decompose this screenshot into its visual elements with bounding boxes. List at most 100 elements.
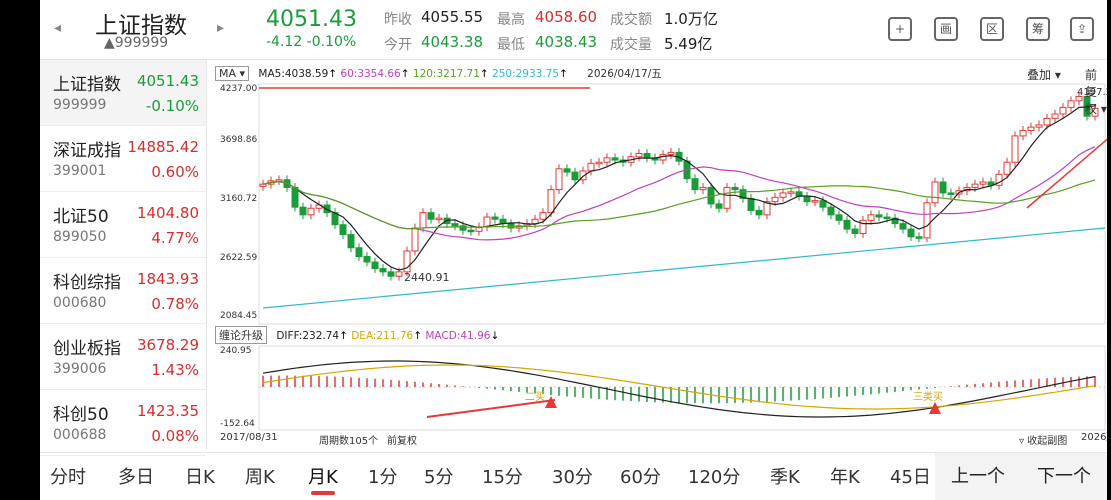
tab-0[interactable]: 分时 xyxy=(50,467,86,488)
index-pct: -0.10% xyxy=(145,97,199,115)
index-price: 4051.43 xyxy=(136,72,199,90)
y-label-top: 4237.00 xyxy=(220,84,258,94)
tab-10[interactable]: 120分 xyxy=(688,467,741,488)
macd-y-bottom: -152.64 xyxy=(220,419,255,429)
candle-body xyxy=(1019,129,1027,137)
tab-7[interactable]: 15分 xyxy=(482,467,523,488)
candle-body xyxy=(1027,126,1035,131)
tab-13[interactable]: 45日 xyxy=(890,467,931,488)
dea-legend: DEA:211.76 xyxy=(351,330,414,342)
candle-body xyxy=(1003,161,1011,175)
candle-body xyxy=(347,234,355,249)
candle-body xyxy=(1091,107,1099,117)
tab-11[interactable]: 季K xyxy=(770,467,800,488)
candle-body xyxy=(363,256,371,263)
share-icon[interactable]: ⇪ xyxy=(1070,17,1094,41)
candle-body xyxy=(307,207,315,216)
index-item[interactable]: 科创50 000688 1423.35 0.08% xyxy=(40,390,206,456)
collapse-subchart-button[interactable]: ▿ 收起副图 xyxy=(1019,436,1068,447)
candle-body xyxy=(403,250,411,273)
tab-6[interactable]: 5分 xyxy=(424,467,454,488)
candle-body xyxy=(603,157,611,163)
candle-body xyxy=(931,181,939,204)
candle-body xyxy=(1075,95,1083,102)
index-name: 北证50 xyxy=(53,207,109,227)
period-count: 周期数105个 xyxy=(319,436,379,447)
index-pct: 0.78% xyxy=(151,295,199,313)
index-list: 上证指数 999999 4051.43 -0.10% 深证成指 399001 14885.4… xyxy=(40,60,207,456)
index-price: 1423.35 xyxy=(136,402,199,420)
index-name: 深证成指 xyxy=(53,141,121,161)
candle-body xyxy=(1059,106,1067,115)
ma-selector[interactable]: MA ▾ xyxy=(215,66,250,81)
indicator-selector[interactable]: 缠论升级 xyxy=(215,326,267,344)
prev-stock-arrow-icon[interactable]: ◂ xyxy=(54,20,62,36)
candle-body xyxy=(835,214,843,221)
tab-3[interactable]: 周K xyxy=(245,467,275,488)
index-name: 创业板指 xyxy=(53,339,121,359)
next-button[interactable]: 下一个 xyxy=(1021,453,1107,500)
candle-body xyxy=(635,152,643,158)
kline-chart[interactable]: MA ▾ MA5:4038.59↑ 60:3354.66↑ 120:3217.7… xyxy=(215,62,1107,448)
high-label: 最高 xyxy=(497,12,525,28)
prev-button[interactable]: 上一个 xyxy=(935,453,1021,500)
candle-body xyxy=(867,214,875,221)
kline-svg[interactable] xyxy=(215,62,1107,448)
index-item[interactable]: 北证50 899050 1404.80 4.77% xyxy=(40,192,206,258)
draw-icon[interactable]: 画 xyxy=(934,17,958,41)
candle-body xyxy=(323,204,331,214)
index-pct: 4.77% xyxy=(151,229,199,247)
candle-body xyxy=(731,186,739,191)
low-label: 最低 xyxy=(497,37,525,53)
ma60-legend: 60:3354.66 xyxy=(340,68,401,80)
candle-body xyxy=(579,170,587,181)
region-icon[interactable]: 区 xyxy=(980,17,1004,41)
candle-body xyxy=(467,229,475,233)
index-item[interactable]: 创业板指 399006 3678.29 1.43% xyxy=(40,324,206,390)
tab-9[interactable]: 60分 xyxy=(620,467,661,488)
chip-icon[interactable]: 筹 xyxy=(1026,17,1050,41)
ma120-line xyxy=(262,179,1096,230)
tab-5[interactable]: 1分 xyxy=(368,467,398,488)
tab-4[interactable]: 月K xyxy=(308,467,338,488)
overlay-dropdown[interactable]: 叠加 ▾ xyxy=(1027,68,1061,82)
index-price: 1404.80 xyxy=(136,204,199,222)
index-item[interactable]: 深证成指 399001 14885.42 0.60% xyxy=(40,126,206,192)
chart-date: 2026/04/17/五 xyxy=(587,68,662,80)
tab-12[interactable]: 年K xyxy=(830,467,860,488)
candle-body xyxy=(435,217,443,221)
candle-body xyxy=(907,228,915,238)
macd-panel-frame xyxy=(258,345,1106,431)
candle-body xyxy=(587,162,595,172)
candle-body xyxy=(1067,100,1075,108)
candle-body xyxy=(915,236,923,239)
next-stock-arrow-icon[interactable]: ▸ xyxy=(217,20,225,36)
index-item[interactable]: 科创综指 000680 1843.93 0.78% xyxy=(40,258,206,324)
candle-body xyxy=(1035,124,1043,128)
index-name: 科创50 xyxy=(53,405,109,425)
candle-body xyxy=(971,183,979,188)
high-value: 4058.60 xyxy=(535,8,598,26)
open-value: 4043.38 xyxy=(421,33,484,51)
adjust-dropdown[interactable]: 前复权 ▾ xyxy=(1085,68,1107,116)
candle-body xyxy=(811,200,819,203)
plus-icon[interactable]: + xyxy=(888,17,912,41)
turnover-label: 成交额 xyxy=(610,12,652,28)
candle-body xyxy=(371,261,379,270)
index-item[interactable]: 上证指数 999999 4051.43 -0.10% xyxy=(40,60,206,126)
active-tab-underline xyxy=(311,491,335,495)
prev-close-value: 4055.55 xyxy=(421,8,484,26)
candle-body xyxy=(643,152,651,159)
price-panel-frame xyxy=(258,83,1106,325)
candle-body xyxy=(547,189,555,214)
tab-1[interactable]: 多日 xyxy=(118,467,154,488)
candle-body xyxy=(1043,117,1051,126)
candle-body xyxy=(259,183,267,187)
tab-2[interactable]: 日K xyxy=(185,467,215,488)
index-code: 399001 xyxy=(53,163,107,179)
candle-body xyxy=(947,192,955,195)
index-pct: 0.08% xyxy=(151,427,199,445)
tab-8[interactable]: 30分 xyxy=(552,467,593,488)
macd-legend: 缠论升级 DIFF:232.74↑ DEA:211.76↑ MACD:41.96… xyxy=(215,326,499,344)
candle-body xyxy=(779,192,787,198)
